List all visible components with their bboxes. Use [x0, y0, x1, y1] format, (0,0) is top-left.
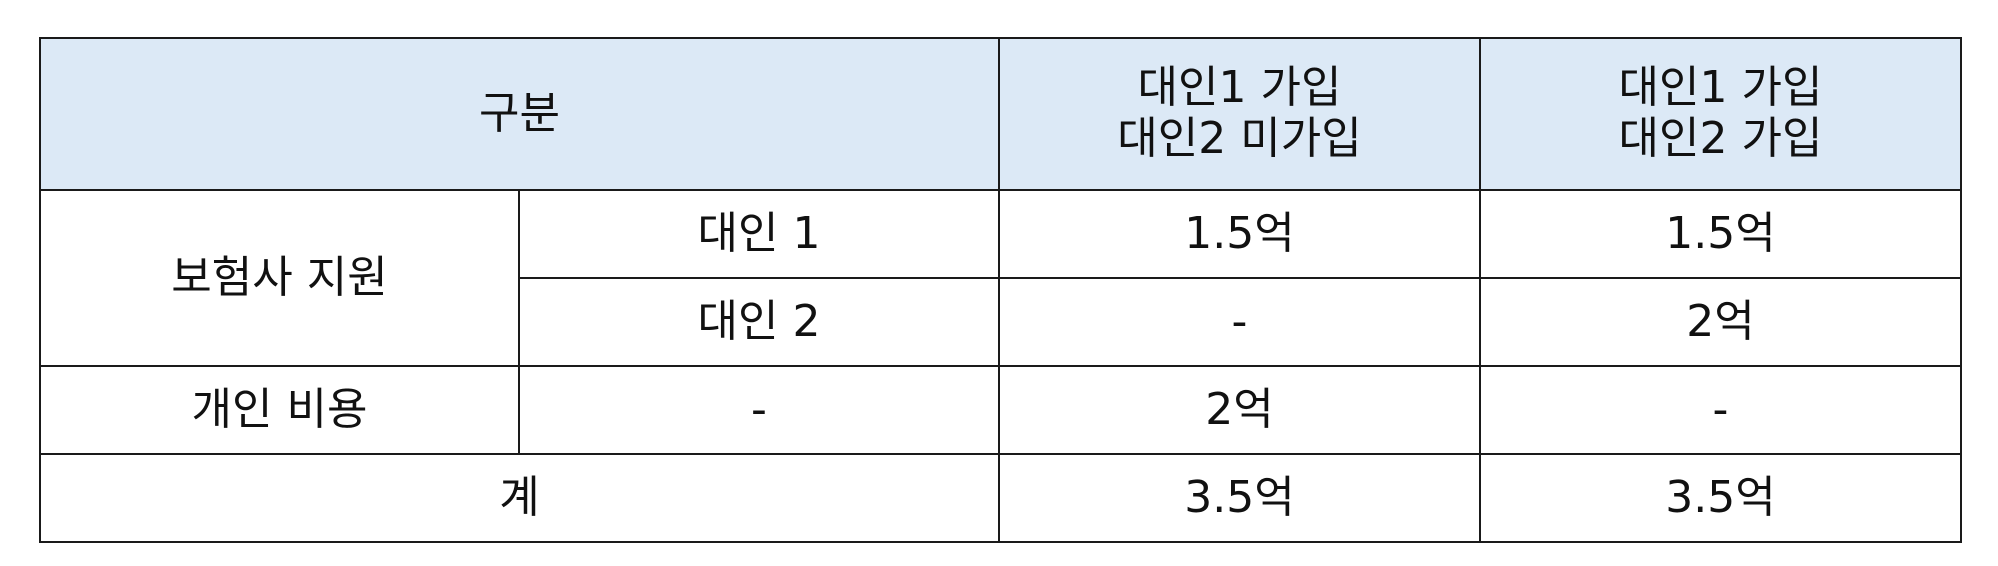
- liability1-col2-cell: 1.5억: [1479, 189, 1962, 279]
- liability2-col1-value: -: [1231, 295, 1248, 347]
- liability1-label-cell: 대인 1: [518, 189, 1000, 279]
- personal-cost-col1-cell: 2억: [998, 365, 1481, 455]
- table-row-liability2: 대인 2 - 2억: [40, 277, 1962, 367]
- coverage-comparison-table: 구분 대인1 가입 대인2 미가입 대인1 가입 대인2 가입 보험사 지원 대…: [39, 37, 1962, 543]
- personal-cost-sub-value: -: [751, 383, 767, 435]
- liability2-col1-cell: -: [998, 277, 1481, 367]
- liability1-col2-value: 1.5억: [1665, 207, 1776, 259]
- personal-cost-sub-cell: -: [518, 365, 1000, 455]
- header-col2-line2: 대인2 가입: [1618, 113, 1823, 164]
- liability2-col2-cell: 2억: [1479, 277, 1962, 367]
- personal-cost-col2-cell: -: [1479, 365, 1962, 455]
- header-col2-line1: 대인1 가입: [1618, 62, 1823, 114]
- personal-cost-label: 개인 비용: [191, 383, 368, 435]
- liability2-label-cell: 대인 2: [518, 277, 1000, 367]
- personal-cost-col1-value: 2억: [1205, 383, 1274, 435]
- total-col2-cell: 3.5억: [1479, 453, 1962, 543]
- header-category-cell: 구분: [39, 37, 1000, 191]
- header-col1-cell: 대인1 가입 대인2 미가입: [998, 37, 1481, 191]
- insurer-support-label: 보험사 지원: [171, 251, 388, 303]
- header-col2-cell: 대인1 가입 대인2 가입: [1479, 37, 1962, 191]
- personal-cost-col2-value: -: [1712, 383, 1729, 435]
- personal-cost-label-cell: 개인 비용: [39, 365, 520, 455]
- total-label: 계: [499, 471, 540, 523]
- total-label-cell: 계: [39, 453, 1000, 543]
- total-col1-value: 3.5억: [1184, 471, 1295, 523]
- header-col1-line1: 대인1 가입: [1137, 62, 1342, 114]
- header-row: 구분 대인1 가입 대인2 미가입 대인1 가입 대인2 가입: [39, 37, 1962, 191]
- table-row-liability1: 보험사 지원 대인 1 1.5억 1.5억: [39, 189, 1962, 367]
- liability1-col1-value: 1.5억: [1184, 207, 1295, 259]
- table-row-personal-cost: 개인 비용 - 2억 -: [39, 365, 1962, 455]
- total-col1-cell: 3.5억: [998, 453, 1481, 543]
- liability1-label: 대인 1: [697, 207, 821, 259]
- liability2-label: 대인 2: [697, 295, 821, 347]
- insurer-support-label-cell: 보험사 지원: [39, 189, 520, 367]
- header-col1-line2: 대인2 미가입: [1117, 113, 1362, 164]
- total-col2-value: 3.5억: [1665, 471, 1776, 523]
- header-category-label: 구분: [479, 87, 560, 139]
- liability2-col2-value: 2억: [1686, 295, 1755, 347]
- table-row-total: 계 3.5억 3.5억: [39, 453, 1962, 543]
- liability1-col1-cell: 1.5억: [998, 189, 1481, 279]
